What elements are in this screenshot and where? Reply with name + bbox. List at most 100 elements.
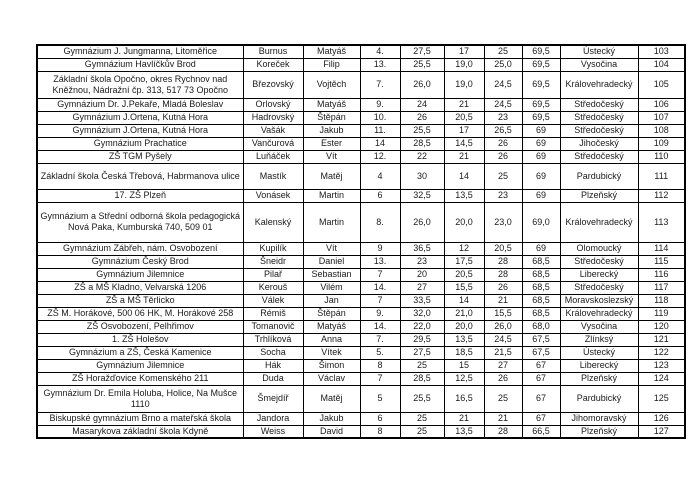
table-row: Gymnázium Zábřeh, nám. Osvobození Kupilík… — [36, 241, 686, 256]
rank-cell: 13. — [359, 57, 401, 72]
table-row: Gymnázium Prachatice Vančurová Ester 14 28,5… — [36, 136, 686, 151]
school-cell: Gymnázium J. Jungmanna, Litoměřice — [36, 44, 244, 59]
school-cell: ZŠ Osvobození, Pelhřimov — [36, 319, 244, 334]
table-row: Gymnázium J.Ortena, Kutná Hora Hadrovský Š… — [36, 110, 686, 125]
score2-cell: 20,0 — [443, 201, 485, 243]
surname-cell: Mastík — [242, 162, 304, 190]
score2-cell: 20,5 — [443, 267, 485, 282]
school-cell: Masarykova základní škola Kdyně — [36, 424, 244, 439]
total-cell: 69 — [521, 149, 561, 164]
school-cell: Gymnázium J.Ortena, Kutná Hora — [36, 123, 244, 138]
table-row: Gymnázium J. Jungmanna, Litoměřice Burnus… — [36, 44, 686, 59]
surname-cell: Kupilík — [242, 241, 304, 256]
rank-cell: 12. — [359, 149, 401, 164]
results-table: Gymnázium J. Jungmanna, Litoměřice Burnus… — [36, 44, 686, 439]
first-name-cell: Štěpán — [302, 306, 361, 321]
table-row: Gymnázium Dr. J.Pekaře, Mladá Boleslav Or… — [36, 97, 686, 112]
school-cell: 1. ZŠ Holešov — [36, 332, 244, 347]
score1-cell: 25 — [399, 358, 445, 373]
first-name-cell: Vít — [302, 241, 361, 256]
school-cell: ZŠ a MŠ Kladno, Velvarská 1206 — [36, 280, 244, 295]
score3-cell: 24,5 — [483, 70, 523, 99]
school-cell: Gymnázium Zábřeh, nám. Osvobození — [36, 241, 244, 256]
score1-cell: 26 — [399, 110, 445, 125]
table-row: Gymnázium Český Brod Šneidr Daniel 13. 23 17,… — [36, 254, 686, 269]
score2-cell: 21 — [443, 97, 485, 112]
region-cell: Středočeský — [559, 110, 639, 125]
total-cell: 67 — [521, 384, 561, 413]
entry-number-cell: 105 — [637, 70, 686, 99]
rank-cell: 14. — [359, 280, 401, 295]
rank-cell: 8. — [359, 201, 401, 243]
surname-cell: Luňáček — [242, 149, 304, 164]
surname-cell: Rémiš — [242, 306, 304, 321]
region-cell: Středočeský — [559, 97, 639, 112]
entry-number-cell: 115 — [637, 254, 686, 269]
score2-cell: 19,0 — [443, 70, 485, 99]
surname-cell: Orlovský — [242, 97, 304, 112]
total-cell: 68,5 — [521, 306, 561, 321]
total-cell: 68,5 — [521, 293, 561, 308]
score1-cell: 32,5 — [399, 188, 445, 203]
region-cell: Středočeský — [559, 280, 639, 295]
school-cell: Gymnázium Prachatice — [36, 136, 244, 151]
school-cell: Základní škola Opočno, okres Rychnov nad… — [36, 70, 244, 99]
score2-cell: 12,5 — [443, 371, 485, 386]
surname-cell: Březovský — [242, 70, 304, 99]
total-cell: 69,5 — [521, 44, 561, 59]
entry-number-cell: 117 — [637, 280, 686, 295]
first-name-cell: Vilém — [302, 280, 361, 295]
first-name-cell: Daniel — [302, 254, 361, 269]
entry-number-cell: 106 — [637, 97, 686, 112]
score2-cell: 14,5 — [443, 136, 485, 151]
first-name-cell: Matyáš — [302, 319, 361, 334]
school-cell: Gymnázium Dr. J.Pekaře, Mladá Boleslav — [36, 97, 244, 112]
table-row: Gymnázium a ZŠ, Česká Kamenice Socha Vítek… — [36, 345, 686, 360]
region-cell: Středočeský — [559, 123, 639, 138]
score1-cell: 32,0 — [399, 306, 445, 321]
surname-cell: Kerouš — [242, 280, 304, 295]
surname-cell: Válek — [242, 293, 304, 308]
region-cell: Plzeňský — [559, 188, 639, 203]
school-cell: Gymnázium Dr. Emila Holuba, Holice, Na M… — [36, 384, 244, 413]
region-cell: Jihočeský — [559, 136, 639, 151]
entry-number-cell: 111 — [637, 162, 686, 190]
surname-cell: Hák — [242, 358, 304, 373]
surname-cell: Pilař — [242, 267, 304, 282]
total-cell: 68,0 — [521, 319, 561, 334]
rank-cell: 7. — [359, 70, 401, 99]
school-cell: Gymnázium a Střední odborná škola pedago… — [36, 201, 244, 243]
entry-number-cell: 104 — [637, 57, 686, 72]
rank-cell: 13. — [359, 254, 401, 269]
rank-cell: 4 — [359, 162, 401, 190]
school-cell: Gymnázium J.Ortena, Kutná Hora — [36, 110, 244, 125]
score3-cell: 28 — [483, 267, 523, 282]
table-row: ZŠ TGM Pyšely Luňáček Vít 12. 22 21 26 69 Středo… — [36, 149, 686, 164]
score3-cell: 26 — [483, 371, 523, 386]
table-row: ZŠ Horažďovice Komenského 211 Duda Václav 7… — [36, 371, 686, 386]
first-name-cell: David — [302, 424, 361, 439]
entry-number-cell: 108 — [637, 123, 686, 138]
school-cell: ZŠ a MŠ Těrlicko — [36, 293, 244, 308]
total-cell: 69 — [521, 188, 561, 203]
table-row: Gymnázium Jilemnice Hák Šimon 8 25 15 27 67 Libe… — [36, 358, 686, 373]
score1-cell: 29,5 — [399, 332, 445, 347]
table-row: Základní škola Opočno, okres Rychnov nad… — [36, 70, 686, 99]
table-row: ZŠ a MŠ Kladno, Velvarská 1206 Kerouš Vilé… — [36, 280, 686, 295]
score3-cell: 25 — [483, 44, 523, 59]
first-name-cell: Matyáš — [302, 97, 361, 112]
region-cell: Liberecký — [559, 267, 639, 282]
surname-cell: Vančurová — [242, 136, 304, 151]
table-row: Základní škola Česká Třebová, Habrmanova… — [36, 162, 686, 190]
score2-cell: 13,5 — [443, 424, 485, 439]
entry-number-cell: 124 — [637, 371, 686, 386]
score2-cell: 18,5 — [443, 345, 485, 360]
table-row: 1. ZŠ Holešov Trhlíková Anna 7. 29,5 13,5 24,5… — [36, 332, 686, 347]
surname-cell: Trhlíková — [242, 332, 304, 347]
score3-cell: 15,5 — [483, 306, 523, 321]
table-row: Gymnázium Dr. Emila Holuba, Holice, Na M… — [36, 384, 686, 413]
region-cell: Zlínksý — [559, 332, 639, 347]
surname-cell: Duda — [242, 371, 304, 386]
score2-cell: 15,5 — [443, 280, 485, 295]
school-cell: Gymnázium Havlíčkův Brod — [36, 57, 244, 72]
